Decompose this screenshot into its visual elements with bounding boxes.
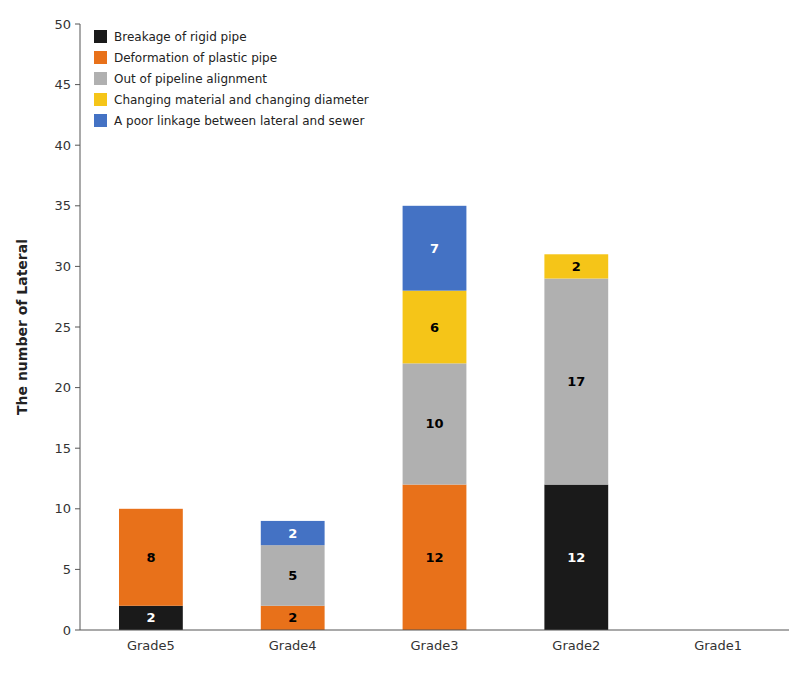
y-tick-label: 15 bbox=[54, 441, 71, 456]
bar-segment bbox=[261, 606, 325, 630]
bar-segment bbox=[544, 485, 608, 630]
bar-segment bbox=[119, 509, 183, 606]
bar-segment bbox=[119, 508, 183, 509]
data-label: 8 bbox=[146, 550, 155, 565]
legend-swatch bbox=[94, 93, 107, 106]
data-label: 2 bbox=[146, 610, 155, 625]
y-tick bbox=[75, 145, 80, 146]
y-tick bbox=[75, 205, 80, 206]
y-tick-label: 50 bbox=[54, 17, 71, 32]
y-tick bbox=[75, 84, 80, 85]
legend: Breakage of rigid pipe Deformation of pla… bbox=[94, 30, 369, 128]
y-axis: 0 5 10 15 20 25 30 35 40 45 50 bbox=[54, 17, 80, 638]
data-label: 10 bbox=[425, 416, 443, 431]
x-tick-label: Grade1 bbox=[694, 638, 742, 653]
legend-label: Breakage of rigid pipe bbox=[114, 30, 247, 44]
y-tick bbox=[75, 327, 80, 328]
legend-label: Changing material and changing diameter bbox=[114, 93, 369, 107]
x-axis-line bbox=[80, 630, 789, 631]
bar-segment bbox=[403, 363, 467, 484]
y-tick-label: 20 bbox=[54, 380, 71, 395]
bar-segment bbox=[119, 508, 183, 509]
x-tick-label: Grade5 bbox=[127, 638, 175, 653]
y-tick-label: 5 bbox=[63, 562, 71, 577]
y-tick-label: 45 bbox=[54, 77, 71, 92]
x-tick-label: Grade3 bbox=[411, 638, 459, 653]
bar-segment bbox=[544, 254, 608, 255]
data-label: 2 bbox=[288, 526, 297, 541]
y-tick bbox=[75, 569, 80, 570]
legend-swatch bbox=[94, 51, 107, 64]
y-tick-label: 35 bbox=[54, 198, 71, 213]
legend-swatch bbox=[94, 72, 107, 85]
bar-segment bbox=[261, 521, 325, 545]
legend-label: A poor linkage between lateral and sewer bbox=[114, 114, 364, 128]
y-axis-line bbox=[80, 24, 81, 630]
legend-swatch bbox=[94, 30, 107, 43]
y-axis-label: The number of Lateral bbox=[14, 239, 30, 415]
data-label: 12 bbox=[567, 550, 585, 565]
data-label: 17 bbox=[567, 374, 585, 389]
bar-segment bbox=[544, 254, 608, 278]
bar-segment bbox=[403, 206, 467, 291]
data-labels: 2 12 8 2 12 5 10 17 6 2 2 7 bbox=[146, 241, 585, 626]
y-tick bbox=[75, 266, 80, 267]
legend-label: Out of pipeline alignment bbox=[114, 72, 267, 86]
chart: 0 5 10 15 20 25 30 35 40 45 50 2 12 8 2 12 5 10 17 6 2 2 7 Grad… bbox=[0, 0, 809, 680]
y-tick-label: 40 bbox=[54, 138, 71, 153]
y-tick-label: 0 bbox=[63, 623, 71, 638]
legend-label: Deformation of plastic pipe bbox=[114, 51, 277, 65]
background bbox=[0, 0, 809, 680]
data-label: 12 bbox=[425, 550, 443, 565]
bar-segment bbox=[544, 279, 608, 485]
bar-segment bbox=[261, 545, 325, 606]
y-tick bbox=[75, 24, 80, 25]
data-label: 2 bbox=[288, 610, 297, 625]
data-label: 7 bbox=[430, 241, 439, 256]
y-tick bbox=[75, 630, 80, 631]
y-tick bbox=[75, 448, 80, 449]
x-axis: Grade5 Grade4 Grade3 Grade2 Grade1 bbox=[80, 630, 789, 653]
x-tick-label: Grade2 bbox=[552, 638, 600, 653]
bar-segment bbox=[119, 508, 183, 509]
data-label: 6 bbox=[430, 320, 439, 335]
bar-segment bbox=[403, 291, 467, 364]
bar-segment bbox=[119, 606, 183, 630]
y-tick-label: 10 bbox=[54, 501, 71, 516]
x-tick-label: Grade4 bbox=[269, 638, 317, 653]
y-tick bbox=[75, 508, 80, 509]
y-tick bbox=[75, 387, 80, 388]
y-tick-label: 25 bbox=[54, 320, 71, 335]
bar-segment bbox=[403, 485, 467, 630]
bars bbox=[119, 206, 608, 630]
data-label: 2 bbox=[572, 259, 581, 274]
legend-swatch bbox=[94, 114, 107, 127]
data-label: 5 bbox=[288, 568, 297, 583]
y-tick-label: 30 bbox=[54, 259, 71, 274]
